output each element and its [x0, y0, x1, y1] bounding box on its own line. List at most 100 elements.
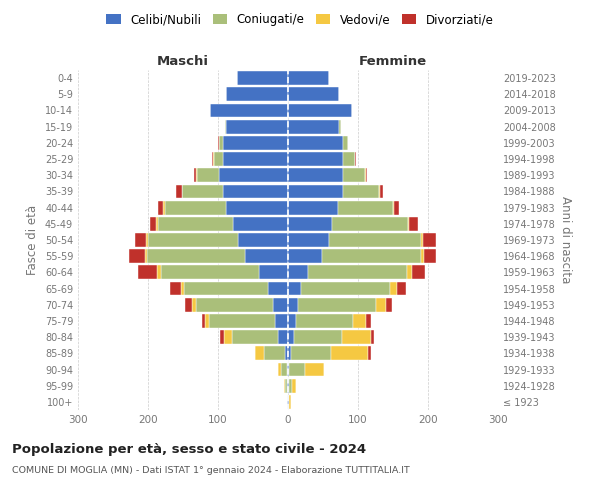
Legend: Celibi/Nubili, Coniugati/e, Vedovi/e, Divorziati/e: Celibi/Nubili, Coniugati/e, Vedovi/e, Di…: [101, 8, 499, 31]
Bar: [181, 282, 184, 296]
Bar: [289, 395, 291, 409]
Bar: [288, 184, 343, 198]
Bar: [193, 168, 196, 182]
Bar: [366, 314, 371, 328]
Bar: [288, 71, 329, 85]
Bar: [288, 152, 343, 166]
Bar: [218, 136, 220, 149]
Bar: [397, 282, 406, 296]
Bar: [277, 330, 288, 344]
Bar: [287, 362, 288, 376]
Bar: [365, 168, 366, 182]
Bar: [288, 266, 308, 280]
Bar: [214, 152, 223, 166]
Bar: [288, 395, 289, 409]
Bar: [163, 200, 165, 214]
Bar: [224, 330, 232, 344]
Bar: [220, 330, 224, 344]
Bar: [192, 298, 196, 312]
Bar: [393, 200, 394, 214]
Bar: [197, 168, 220, 182]
Bar: [301, 282, 390, 296]
Bar: [355, 152, 356, 166]
Y-axis label: Anni di nascita: Anni di nascita: [559, 196, 572, 284]
Bar: [255, 346, 263, 360]
Bar: [371, 330, 374, 344]
Bar: [421, 233, 423, 247]
Bar: [196, 298, 272, 312]
Bar: [288, 314, 296, 328]
Bar: [220, 136, 223, 149]
Bar: [233, 217, 288, 230]
Bar: [288, 200, 338, 214]
Bar: [292, 379, 296, 392]
Bar: [288, 136, 343, 149]
Bar: [412, 266, 425, 280]
Bar: [331, 346, 368, 360]
Bar: [146, 250, 245, 263]
Bar: [289, 362, 305, 376]
Bar: [289, 379, 292, 392]
Bar: [220, 168, 288, 182]
Bar: [288, 282, 301, 296]
Bar: [288, 298, 298, 312]
Bar: [343, 152, 355, 166]
Bar: [288, 217, 332, 230]
Bar: [157, 266, 161, 280]
Bar: [380, 184, 383, 198]
Bar: [287, 395, 288, 409]
Bar: [329, 233, 421, 247]
Bar: [226, 120, 288, 134]
Bar: [196, 168, 197, 182]
Bar: [137, 266, 157, 280]
Bar: [226, 88, 288, 101]
Bar: [296, 314, 353, 328]
Bar: [170, 282, 181, 296]
Bar: [277, 362, 281, 376]
Bar: [343, 136, 347, 149]
Bar: [424, 250, 436, 263]
Bar: [146, 233, 148, 247]
Bar: [165, 200, 226, 214]
Bar: [245, 250, 288, 263]
Bar: [272, 298, 288, 312]
Bar: [288, 379, 289, 392]
Bar: [288, 233, 329, 247]
Text: Popolazione per età, sesso e stato civile - 2024: Popolazione per età, sesso e stato civil…: [12, 442, 366, 456]
Bar: [263, 346, 284, 360]
Bar: [285, 379, 287, 392]
Bar: [298, 298, 376, 312]
Bar: [339, 120, 341, 134]
Bar: [308, 266, 407, 280]
Bar: [185, 298, 192, 312]
Bar: [423, 233, 436, 247]
Bar: [284, 346, 288, 360]
Bar: [157, 217, 158, 230]
Bar: [353, 314, 366, 328]
Bar: [237, 71, 288, 85]
Text: Maschi: Maschi: [157, 54, 209, 68]
Bar: [182, 184, 223, 198]
Bar: [407, 266, 412, 280]
Bar: [202, 314, 205, 328]
Bar: [161, 266, 259, 280]
Bar: [347, 136, 348, 149]
Bar: [288, 346, 291, 360]
Bar: [386, 298, 392, 312]
Bar: [148, 233, 238, 247]
Bar: [232, 330, 277, 344]
Bar: [368, 346, 371, 360]
Y-axis label: Fasce di età: Fasce di età: [26, 205, 39, 275]
Bar: [409, 217, 418, 230]
Bar: [184, 282, 268, 296]
Bar: [295, 330, 342, 344]
Bar: [394, 200, 400, 214]
Bar: [338, 200, 393, 214]
Bar: [305, 362, 325, 376]
Bar: [225, 120, 226, 134]
Bar: [288, 104, 352, 118]
Bar: [209, 314, 275, 328]
Bar: [343, 168, 365, 182]
Bar: [288, 330, 295, 344]
Bar: [259, 266, 288, 280]
